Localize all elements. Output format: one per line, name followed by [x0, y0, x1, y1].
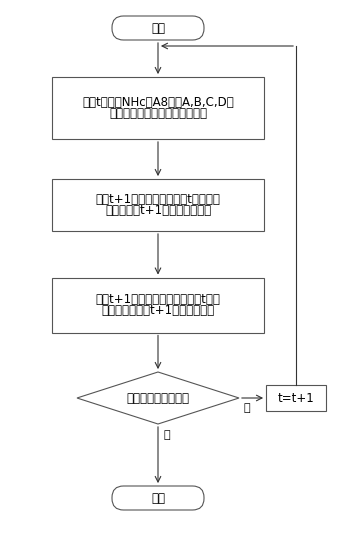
FancyBboxPatch shape — [52, 77, 264, 139]
Text: 根据t时刻的NHc和A8得到A,B,C,D矩: 根据t时刻的NHc和A8得到A,B,C,D矩 — [82, 96, 234, 109]
Text: 计算t+1时刻模型的输出，加上t时刻: 计算t+1时刻模型的输出，加上t时刻 — [95, 293, 221, 306]
FancyBboxPatch shape — [52, 179, 264, 231]
Text: 是: 是 — [164, 430, 171, 440]
FancyBboxPatch shape — [112, 16, 204, 40]
Text: 控制量作为t+1时刻模型的输入: 控制量作为t+1时刻模型的输入 — [105, 204, 211, 217]
Text: 阵、稳态控制量以及稳态测量量: 阵、稳态控制量以及稳态测量量 — [109, 107, 207, 120]
Bar — [266, 385, 326, 411]
Text: t=t+1: t=t+1 — [278, 391, 314, 404]
FancyBboxPatch shape — [112, 486, 204, 510]
Text: 结束: 结束 — [151, 492, 165, 505]
Polygon shape — [77, 372, 239, 424]
Text: 稳态测量量作为t+1时刻的测量量: 稳态测量量作为t+1时刻的测量量 — [102, 304, 214, 317]
FancyBboxPatch shape — [52, 278, 264, 333]
Text: 开始: 开始 — [151, 22, 165, 34]
Text: 动态过程是否结束？: 动态过程是否结束？ — [127, 391, 189, 404]
Text: 根据t+1时刻的控制量减去t时刻稳态: 根据t+1时刻的控制量减去t时刻稳态 — [95, 194, 221, 206]
Text: 否: 否 — [243, 403, 250, 413]
